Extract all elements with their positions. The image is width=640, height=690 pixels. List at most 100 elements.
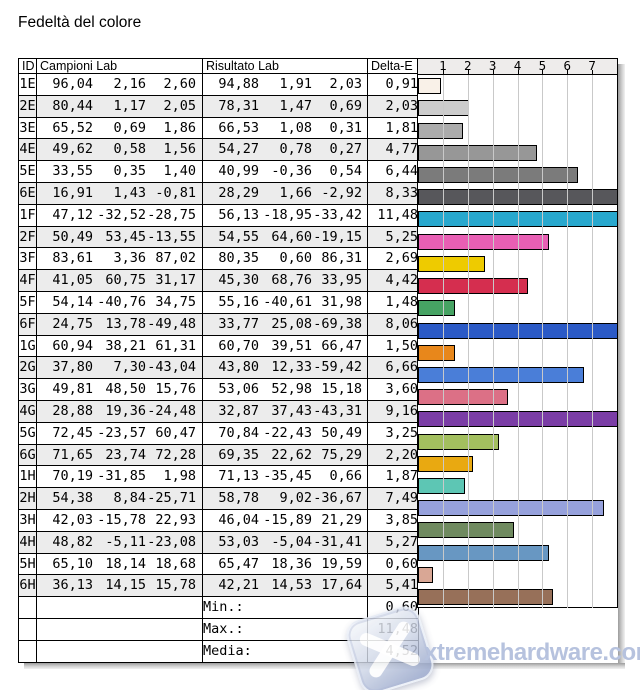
table-row: 1H 70,19 -31,85 1,98 71,13 -35,45 0,66 1,87	[18, 465, 419, 489]
figure-shadow-right	[618, 64, 625, 667]
table-body: 1E 96,04 2,16 2,60 94,88 1,91 2,03 0,91 2E 80,44 1…	[18, 73, 419, 663]
empty-cell	[36, 596, 203, 619]
risultato-lab-values: 33,77 25,08-69,38	[202, 312, 368, 336]
sample-id: 4E	[18, 138, 37, 162]
risultato-lab-values: 43,80 12,33-59,42	[202, 356, 368, 380]
risultato-lab-values: 32,87 37,43-43,31	[202, 399, 368, 423]
axis-tick-label: 4	[513, 58, 522, 73]
campioni-lab-values: 16,91 1,43 -0,81	[36, 181, 203, 205]
campioni-lab-values: 54,38 8,84-25,71	[36, 487, 203, 510]
chart-plot	[418, 75, 617, 608]
risultato-lab-values: 45,30 68,76 33,95	[202, 269, 368, 292]
delta-e-value: 0,60	[367, 552, 419, 576]
delta-e-bar	[418, 255, 485, 272]
sample-id: 2F	[18, 225, 37, 249]
campioni-lab-values: 42,03 -15,78 22,93	[36, 508, 203, 532]
header-risultato-lab: Risultato Lab	[202, 58, 368, 74]
table-row: 3E 65,52 0,69 1,86 66,53 1,08 0,31 1,81	[18, 116, 419, 140]
risultato-lab-values: 69,35 22,62 75,29	[202, 443, 368, 467]
table-row: 2E 80,44 1,17 2,05 78,31 1,47 0,69 2,03	[18, 94, 419, 118]
sample-id: 6F	[18, 312, 37, 336]
sample-id: 3F	[18, 247, 37, 271]
gridline	[492, 75, 494, 608]
watermark-text: xtremehardware.com	[424, 639, 640, 666]
sample-id: 3G	[18, 378, 37, 401]
delta-e-bar	[418, 566, 433, 583]
risultato-lab-values: 60,70 39,51 66,47	[202, 334, 368, 358]
page-title: Fedeltà del colore	[18, 14, 142, 31]
delta-e-bar	[418, 544, 550, 561]
campioni-lab-values: 28,88 19,36-24,48	[36, 399, 203, 423]
campioni-lab-values: 49,62 0,58 1,56	[36, 138, 203, 162]
table-header-row: ID Campioni Lab Risultato Lab Delta-E	[18, 58, 419, 74]
table-row: 5F 54,14 -40,76 34,75 55,16 -40,61 31,98 1,48	[18, 290, 419, 314]
empty-cell	[36, 639, 203, 663]
delta-e-bar	[418, 344, 456, 361]
delta-e-value: 4,42	[367, 269, 419, 292]
axis-tick-label: 2	[464, 58, 472, 73]
table-row: 6E 16,91 1,43 -0,81 28,29 1,66 -2,92 8,33	[18, 181, 419, 205]
campioni-lab-values: 65,10 18,14 18,68	[36, 552, 203, 576]
table-row: 3H 42,03 -15,78 22,93 46,04 -15,89 21,29 3,85	[18, 508, 419, 532]
delta-e-value: 9,16	[367, 399, 419, 423]
campioni-lab-values: 47,12 -32,52-28,75	[36, 203, 203, 227]
risultato-lab-values: 54,55 64,60-19,15	[202, 225, 368, 249]
gridline	[442, 75, 444, 608]
campioni-lab-values: 50,49 53,45-13,55	[36, 225, 203, 249]
delta-e-value: 1,81	[367, 116, 419, 140]
campioni-lab-values: 70,19 -31,85 1,98	[36, 465, 203, 489]
delta-e-value: 5,27	[367, 530, 419, 554]
axis-tick-mark	[592, 70, 594, 74]
delta-e-bar	[418, 433, 499, 450]
axis-tick-mark	[467, 70, 469, 74]
campioni-lab-values: 41,05 60,75 31,17	[36, 269, 203, 292]
delta-e-bar	[418, 300, 455, 317]
delta-e-value: 5,41	[367, 574, 419, 598]
risultato-lab-values: 70,84 -22,43 50,49	[202, 421, 368, 445]
axis-tick-label: 7	[588, 58, 596, 73]
sample-id: 6E	[18, 181, 37, 205]
sample-id: 4F	[18, 269, 37, 292]
delta-e-value: 8,06	[367, 312, 419, 336]
table-row: 1F 47,12 -32,52-28,75 56,13 -18,95-33,42 11,4…	[18, 203, 419, 227]
risultato-lab-values: 55,16 -40,61 31,98	[202, 290, 368, 314]
delta-e-bar	[418, 233, 549, 250]
campioni-lab-values: 60,94 38,21 61,31	[36, 334, 203, 358]
empty-cell	[36, 617, 203, 641]
sample-id: 5F	[18, 290, 37, 314]
table-row: 2G 37,80 7,30-43,04 43,80 12,33-59,42 6,66	[18, 356, 419, 380]
summary-label: Media:	[202, 639, 368, 663]
risultato-lab-values: 46,04 -15,89 21,29	[202, 508, 368, 532]
table-row: 6F 24,75 13,78-49,48 33,77 25,08-69,38 8,06	[18, 312, 419, 336]
delta-e-value: 2,20	[367, 443, 419, 467]
axis-tick-mark	[492, 70, 494, 74]
table-row: 3G 49,81 48,50 15,76 53,06 52,98 15,18 3,60	[18, 378, 419, 401]
campioni-lab-values: 24,75 13,78-49,48	[36, 312, 203, 336]
risultato-lab-values: 56,13 -18,95-33,42	[202, 203, 368, 227]
axis-tick-mark	[517, 70, 519, 74]
summary-label: Min.:	[202, 596, 368, 619]
delta-e-bar	[418, 522, 514, 539]
delta-e-value: 11,48	[367, 203, 419, 227]
sample-id: 3E	[18, 116, 37, 140]
risultato-lab-values: 94,88 1,91 2,03	[202, 73, 368, 96]
delta-e-value: 6,66	[367, 356, 419, 380]
axis-tick-label: 1	[439, 58, 447, 73]
figure-shadow-bottom	[24, 663, 625, 669]
delta-e-value: 2,03	[367, 94, 419, 118]
campioni-lab-values: 37,80 7,30-43,04	[36, 356, 203, 380]
delta-e-value: 8,33	[367, 181, 419, 205]
campioni-lab-values: 96,04 2,16 2,60	[36, 73, 203, 96]
sample-id: 2E	[18, 94, 37, 118]
sample-id: 1E	[18, 73, 37, 96]
table-row: 2H 54,38 8,84-25,71 58,78 9,02-36,67 7,49	[18, 487, 419, 510]
axis-tick-label: 3	[488, 58, 497, 73]
risultato-lab-values: 40,99 -0,36 0,54	[202, 160, 368, 183]
campioni-lab-values: 83,61 3,36 87,02	[36, 247, 203, 271]
sample-id: 2H	[18, 487, 37, 510]
gridline	[542, 75, 544, 608]
summary-label: Max.:	[202, 617, 368, 641]
sample-id: 6G	[18, 443, 37, 467]
delta-e-value: 0,91	[367, 73, 419, 96]
axis-tick-label: 6	[563, 58, 572, 73]
